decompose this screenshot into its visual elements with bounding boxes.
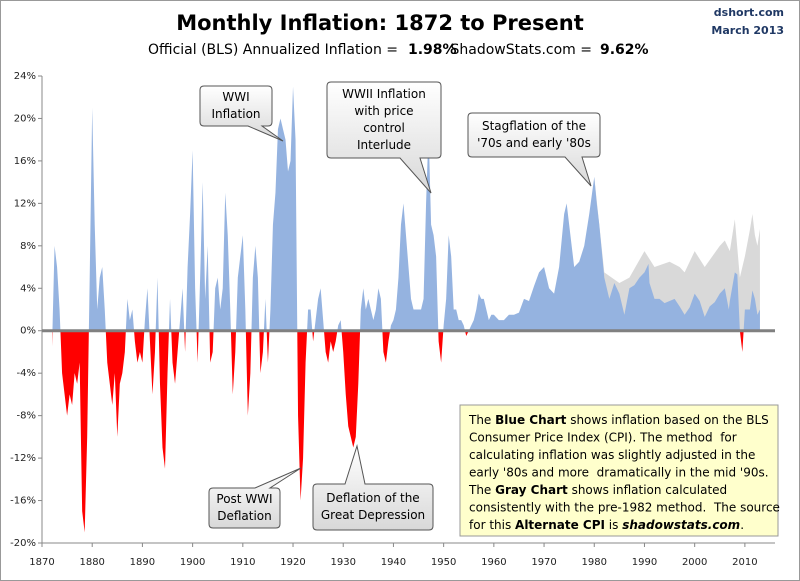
y-tick-label: 12% — [14, 198, 36, 209]
note-run: for this — [469, 518, 515, 532]
note-line: for this Alternate CPI is shadowstats.co… — [469, 518, 744, 532]
x-tick-label: 1910 — [230, 557, 255, 568]
note-box — [459, 404, 779, 537]
callout-text: Post WWI — [216, 492, 272, 506]
note-line: The Blue Chart shows inflation based on … — [468, 413, 769, 427]
callout-text: Deflation of the — [326, 491, 419, 505]
x-tick-label: 1980 — [582, 557, 607, 568]
y-tick-label: -12% — [10, 453, 36, 464]
y-tick-label: 16% — [14, 156, 36, 167]
x-tick-label: 2010 — [732, 557, 757, 568]
y-tick-label: 0% — [20, 326, 36, 337]
note-line: The Gray Chart shows inflation calculate… — [468, 483, 727, 497]
shadow-label: ShadowStats.com = — [450, 42, 592, 58]
note-run: early '80s and more dramatically in the … — [469, 465, 769, 479]
x-tick-label: 1900 — [180, 557, 205, 568]
x-tick-label: 1970 — [531, 557, 556, 568]
note-line: Consumer Price Index (CPI). The method f… — [469, 430, 737, 444]
callout-text: Deflation — [217, 509, 272, 523]
callout-box — [312, 444, 434, 531]
x-tick-label: 1940 — [381, 557, 406, 568]
callout-text: Interlude — [357, 138, 411, 152]
x-tick-label: 1890 — [130, 557, 155, 568]
callout-box — [208, 467, 302, 529]
y-tick-label: -16% — [10, 496, 36, 507]
callout-text: WWII Inflation — [342, 87, 426, 101]
callout-text: control — [363, 121, 405, 135]
callout-text: with price — [354, 104, 413, 118]
callout-box — [199, 85, 284, 142]
y-tick-label: 24% — [14, 71, 36, 82]
note-line: early '80s and more dramatically in the … — [469, 465, 769, 479]
callout-text: Great Depression — [321, 508, 425, 522]
y-tick-label: -8% — [17, 411, 36, 422]
source: dshort.com — [714, 6, 784, 19]
y-tick-label: 20% — [14, 113, 36, 124]
callout-box — [467, 112, 601, 187]
note-run: Blue Chart — [495, 413, 566, 427]
note-run: shows inflation based on the BLS — [566, 413, 768, 427]
official-value: 1.98% — [408, 42, 457, 58]
x-tick-label: 1990 — [632, 557, 657, 568]
note-run: shadowstats.com — [622, 518, 740, 532]
x-tick-label: 1950 — [431, 557, 456, 568]
y-tick-label: -20% — [10, 538, 36, 549]
x-tick-label: 1930 — [331, 557, 356, 568]
x-tick-label: 1870 — [29, 557, 54, 568]
note-run: Consumer Price Index (CPI). The method f… — [469, 430, 737, 444]
chart-title: Monthly Inflation: 1872 to Present — [176, 11, 584, 35]
x-tick-label: 2000 — [682, 557, 707, 568]
y-tick-label: -4% — [17, 368, 36, 379]
x-tick-label: 1960 — [481, 557, 506, 568]
note-run: is — [605, 518, 622, 532]
note-run: The — [468, 413, 495, 427]
callout-box — [326, 81, 442, 194]
note-run: . — [740, 518, 744, 532]
note-line: consistently with the pre-1982 method. T… — [469, 500, 780, 514]
x-tick-label: 1880 — [79, 557, 104, 568]
note-run: Gray Chart — [495, 483, 568, 497]
note-run: calculating inflation was slightly adjus… — [469, 448, 755, 462]
callout-text: '70s and early '80s — [477, 136, 591, 150]
callout-text: Stagflation of the — [482, 119, 586, 133]
note-run: consistently with the pre-1982 method. T… — [469, 500, 780, 514]
y-tick-label: 8% — [20, 241, 36, 252]
note-run: Alternate CPI — [515, 518, 605, 532]
note-run: The — [468, 483, 495, 497]
shadow-value: 9.62% — [600, 42, 649, 58]
y-tick-label: 4% — [20, 283, 36, 294]
callout-text: Inflation — [211, 107, 260, 121]
x-tick-label: 1920 — [280, 557, 305, 568]
note-line: calculating inflation was slightly adjus… — [469, 448, 755, 462]
callout-text: WWI — [222, 90, 249, 104]
official-label: Official (BLS) Annualized Inflation = — [148, 42, 398, 58]
note-run: shows inflation calculated — [568, 483, 727, 497]
date: March 2013 — [711, 24, 784, 37]
area — [52, 86, 760, 533]
